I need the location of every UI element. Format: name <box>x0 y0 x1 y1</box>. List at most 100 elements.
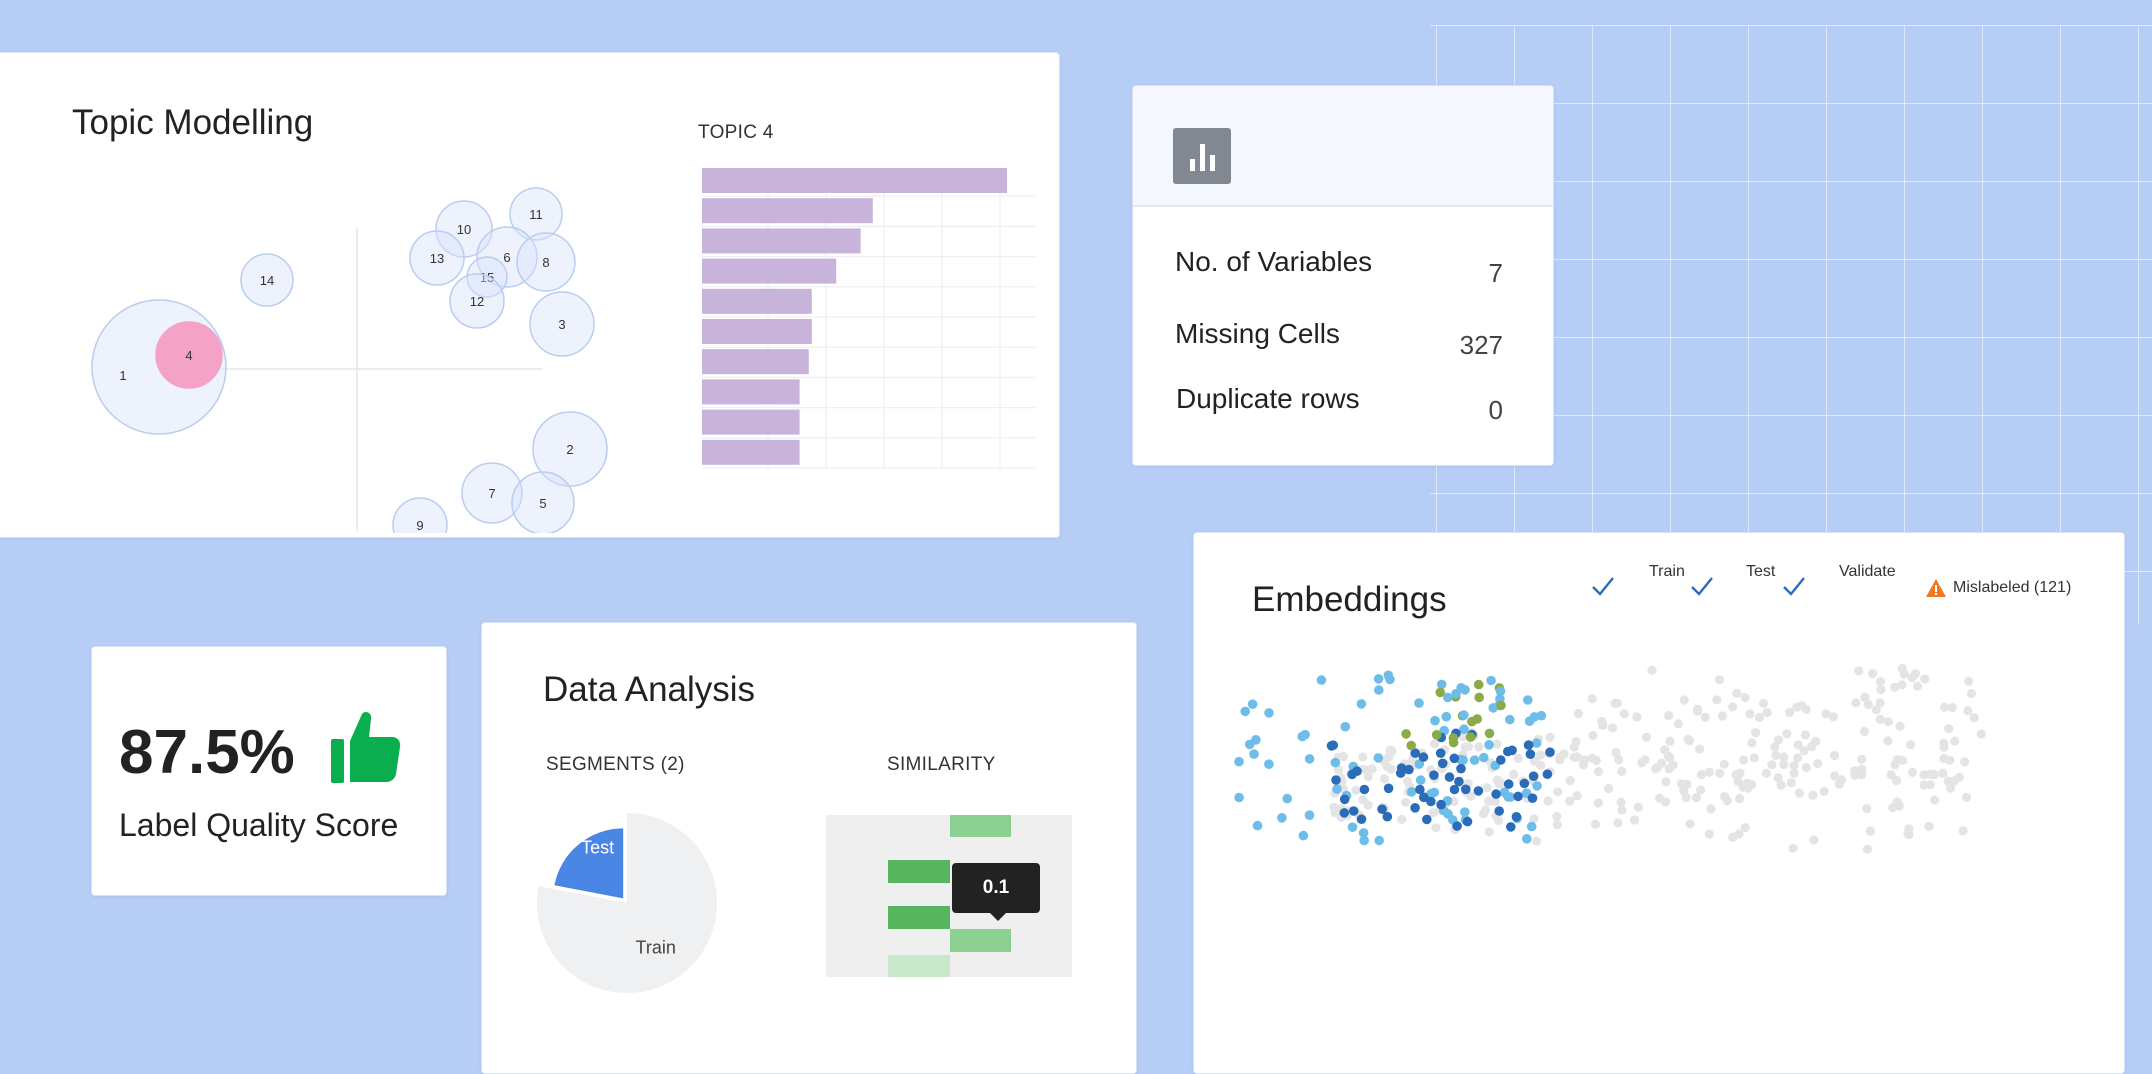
embedding-point <box>1607 723 1618 733</box>
topic-bar[interactable] <box>702 168 1007 193</box>
embeddings-card: Embeddings Train Test Validate Mislabele… <box>1193 532 2125 1074</box>
embedding-point <box>1452 821 1462 831</box>
embedding-point <box>1406 787 1417 797</box>
embedding-point <box>1449 784 1460 795</box>
embedding-point <box>1406 740 1416 751</box>
embedding-point <box>1647 665 1657 675</box>
embedding-point <box>1330 808 1340 818</box>
embedding-point <box>1529 756 1540 766</box>
topic-bubble[interactable] <box>509 187 563 241</box>
embedding-point <box>1430 739 1440 749</box>
embedding-point <box>1465 732 1476 742</box>
legend-test-label[interactable]: Test <box>1746 563 1776 580</box>
embedding-point <box>1339 808 1350 818</box>
embedding-point <box>1776 780 1786 790</box>
embedding-point <box>1728 702 1738 712</box>
topic-bubble-label: 9 <box>416 518 423 533</box>
embedding-point <box>1264 708 1274 718</box>
mislabeled-count[interactable]: Mislabeled (121) <box>1953 579 2072 596</box>
topic-bubble[interactable] <box>511 471 575 533</box>
topic-bubble[interactable] <box>392 497 448 533</box>
embedding-point <box>1657 758 1667 768</box>
embedding-point <box>1525 749 1536 759</box>
embedding-point <box>1950 736 1960 746</box>
legend-check-icon[interactable] <box>1782 576 1806 596</box>
embedding-point <box>1580 755 1590 765</box>
embedding-point <box>1938 768 1948 778</box>
embedding-point <box>1496 755 1506 765</box>
embedding-point <box>1904 824 1914 834</box>
embedding-point <box>1745 709 1755 719</box>
topic-bubble[interactable] <box>476 226 538 288</box>
embedding-point <box>1773 735 1784 745</box>
embedding-point <box>1789 761 1799 771</box>
embedding-point <box>1469 755 1480 765</box>
topic-bar[interactable] <box>702 409 800 435</box>
topic-bubble[interactable] <box>155 321 223 389</box>
embedding-point <box>1895 721 1905 731</box>
topic-bubble[interactable] <box>240 253 294 307</box>
embedding-point <box>1484 740 1494 750</box>
legend-validate-label[interactable]: Validate <box>1839 563 1896 580</box>
embedding-point <box>1430 715 1440 726</box>
embedding-point <box>1821 709 1831 719</box>
embedding-point <box>1474 692 1484 703</box>
embedding-point <box>1943 776 1953 786</box>
topic-bar-chart <box>702 168 1035 470</box>
topic-bar[interactable] <box>702 288 812 314</box>
embedding-point <box>1920 674 1930 684</box>
legend-check-icon[interactable] <box>1690 576 1714 596</box>
topic-bar[interactable] <box>702 379 800 405</box>
embedding-point <box>1706 804 1716 814</box>
embedding-point <box>1545 747 1555 757</box>
topic-bubble[interactable] <box>532 411 608 487</box>
embedding-point <box>1767 760 1777 770</box>
topic-bar[interactable] <box>702 258 837 284</box>
embedding-point <box>1347 769 1357 780</box>
embedding-point <box>1511 812 1522 822</box>
legend-train-label[interactable]: Train <box>1649 563 1685 580</box>
embedding-point <box>1513 791 1523 802</box>
embedding-point <box>1383 783 1394 794</box>
embedding-point <box>1875 677 1885 687</box>
topic-bar[interactable] <box>702 319 812 344</box>
tooltip-value: 0.1 <box>982 877 1010 898</box>
topic-bubble[interactable] <box>529 291 595 357</box>
data-analysis-title: Data Analysis <box>543 670 756 709</box>
legend-check-icon[interactable] <box>1591 576 1615 596</box>
embedding-point <box>1637 758 1647 768</box>
pie-slice[interactable] <box>554 828 624 899</box>
topic-bubble[interactable] <box>461 462 523 524</box>
embedding-point <box>1857 770 1867 780</box>
topic-bubble[interactable] <box>409 230 465 286</box>
topic-bar[interactable] <box>702 439 800 465</box>
embedding-point <box>1264 759 1274 769</box>
embedding-point <box>1883 736 1893 746</box>
embedding-point <box>1484 796 1494 806</box>
pie-slice[interactable] <box>537 813 717 993</box>
topic-bubble[interactable] <box>516 232 576 292</box>
embedding-point <box>1617 766 1627 776</box>
topic-bar[interactable] <box>702 349 809 375</box>
embedding-point <box>1897 680 1907 690</box>
embedding-point <box>1326 741 1337 751</box>
embedding-point <box>1976 729 1986 739</box>
embedding-point <box>1883 717 1893 727</box>
embedding-point <box>1740 692 1750 703</box>
embedding-point <box>1863 699 1873 710</box>
embedding-point <box>1714 675 1724 685</box>
embedding-point <box>1910 669 1920 679</box>
embedding-point <box>1526 821 1537 832</box>
embedding-point <box>1786 778 1796 788</box>
topic-bar[interactable] <box>702 228 861 254</box>
embedding-point <box>1819 786 1829 796</box>
topic-bubble[interactable] <box>466 256 508 298</box>
embedding-point <box>1773 773 1783 783</box>
similarity-heatmap: 0.1 <box>826 815 1072 977</box>
embedding-point <box>1486 675 1496 686</box>
embedding-point <box>1503 779 1514 789</box>
topic-bar[interactable] <box>702 198 873 224</box>
topic-bubble[interactable] <box>449 273 505 329</box>
embedding-point <box>1617 805 1627 815</box>
embedding-point <box>1681 792 1691 803</box>
